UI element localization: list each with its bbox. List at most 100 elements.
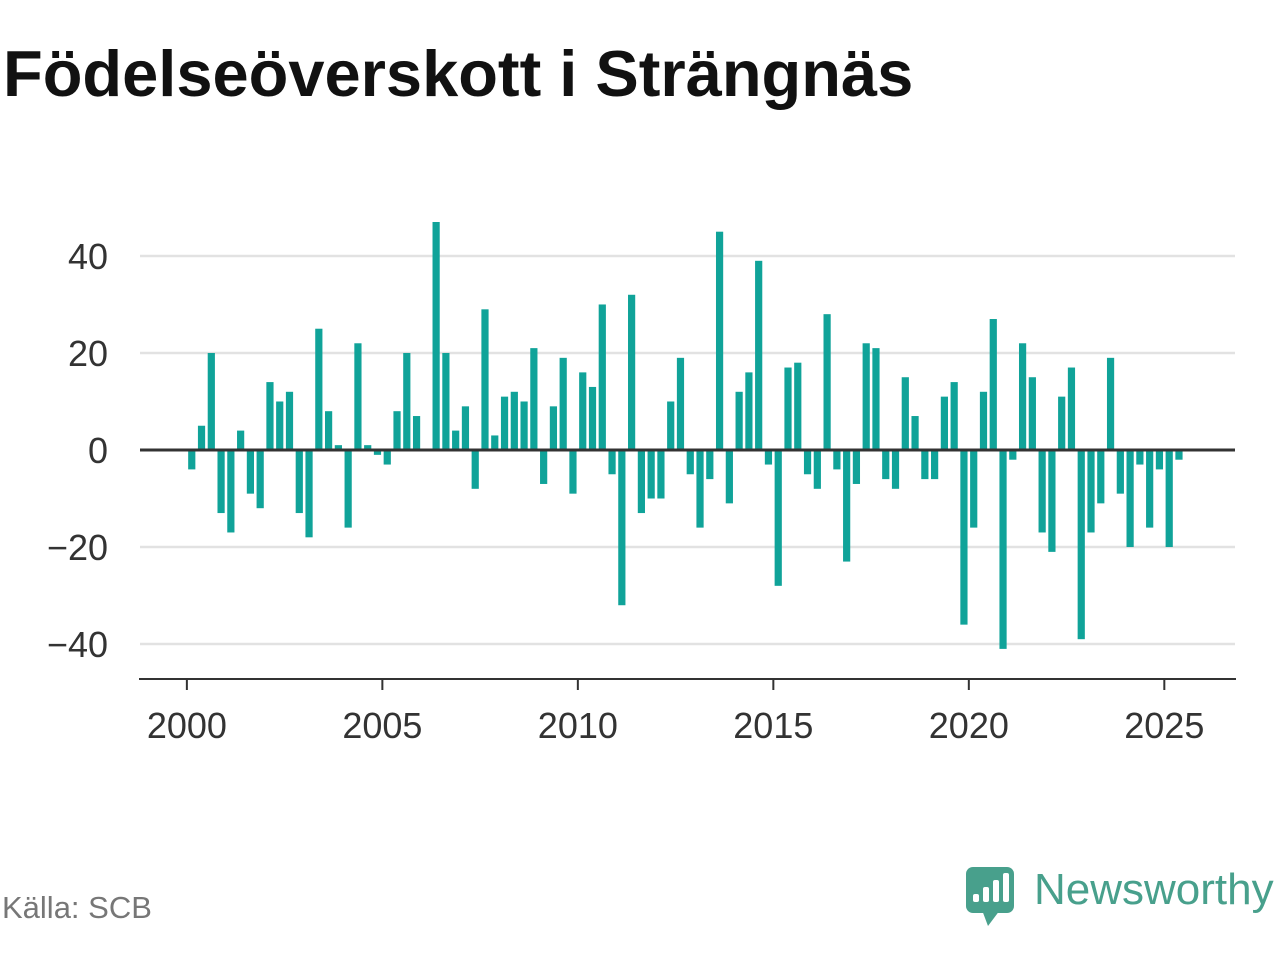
logo-bar: [993, 880, 999, 902]
y-axis: 40 20 0 −20 −40: [47, 236, 108, 665]
bar-2008-10-01: [530, 348, 538, 450]
bar-2018-07-01: [911, 416, 919, 450]
bar-2018-10-01: [921, 450, 929, 480]
bar-2014-07-01: [755, 260, 763, 450]
bar-2023-07-01: [1106, 357, 1115, 450]
bar-2000-01-01: [188, 450, 196, 470]
bar-2024-10-01: [1155, 450, 1164, 470]
x-tick-label: 2010: [538, 705, 618, 746]
bar-2017-01-01: [852, 450, 861, 484]
logo-bubble-tail: [982, 910, 1000, 926]
bars: [188, 222, 1183, 649]
bar-2019-01-01: [931, 450, 939, 480]
bar-2007-07-01: [481, 309, 489, 450]
bar-2010-01-01: [579, 372, 587, 450]
bar-2004-07-01: [364, 445, 372, 450]
bar-2016-01-01: [813, 450, 821, 489]
bar-2002-01-01: [266, 382, 274, 450]
bar-2002-10-01: [295, 450, 303, 514]
x-tick-label: 2020: [929, 705, 1009, 746]
bar-2004-04-01: [354, 343, 362, 450]
bar-2018-01-01: [891, 450, 900, 489]
bar-2021-01-01: [1009, 450, 1017, 460]
bar-2003-01-01: [305, 450, 313, 538]
bar-2009-01-01: [540, 450, 548, 484]
source-label: Källa: SCB: [2, 890, 152, 925]
bar-2010-04-01: [588, 386, 597, 450]
bar-2002-07-01: [285, 391, 294, 450]
bar-2017-04-01: [862, 343, 870, 450]
bar-2020-10-01: [999, 450, 1007, 649]
bar-2013-04-01: [706, 450, 714, 480]
x-tick-label: 2025: [1124, 705, 1204, 746]
bar-2001-07-01: [246, 450, 255, 494]
logo-bar: [983, 887, 989, 902]
bar-2008-01-01: [500, 396, 509, 450]
bar-2011-04-01: [628, 294, 636, 450]
bar-2020-01-01: [970, 450, 978, 528]
bar-2024-07-01: [1146, 450, 1154, 528]
bar-2001-01-01: [227, 450, 235, 533]
bar-2003-04-01: [315, 328, 323, 450]
bar-2021-07-01: [1028, 377, 1036, 450]
bar-2005-10-01: [412, 416, 421, 450]
y-tick-label: −20: [47, 527, 108, 568]
logo-bar: [973, 894, 979, 902]
bar-2007-04-01: [471, 450, 479, 489]
bar-2022-10-01: [1077, 450, 1085, 640]
bar-2017-10-01: [882, 450, 890, 480]
y-tick-label: 20: [68, 333, 108, 374]
bar-2022-01-01: [1048, 450, 1056, 552]
bar-2006-04-01: [432, 222, 440, 450]
bar-2018-04-01: [901, 377, 909, 450]
bar-2024-01-01: [1126, 450, 1134, 548]
x-tick-label: 2005: [342, 705, 422, 746]
x-tick-label: 2000: [147, 705, 227, 746]
bar-2024-04-01: [1136, 450, 1144, 465]
bar-2001-10-01: [256, 450, 264, 509]
newsworthy-logo-text: Newsworthy: [1034, 865, 1274, 914]
bar-2012-01-01: [657, 450, 665, 499]
bar-2015-10-01: [803, 450, 812, 475]
bar-2020-04-01: [979, 391, 988, 450]
newsworthy-logo-icon: [966, 867, 1014, 926]
bar-2010-10-01: [608, 450, 616, 475]
bar-2014-04-01: [745, 372, 753, 450]
bar-2019-04-01: [940, 396, 948, 450]
bar-2016-10-01: [843, 450, 851, 562]
bar-2021-04-01: [1018, 343, 1027, 450]
bar-2017-07-01: [872, 348, 880, 450]
bar-2015-01-01: [774, 450, 782, 586]
bar-2000-04-01: [197, 425, 206, 450]
bar-2009-10-01: [569, 450, 577, 494]
bar-2012-07-01: [676, 357, 685, 450]
bar-2015-04-01: [784, 367, 792, 450]
bar-2019-07-01: [950, 382, 958, 450]
bar-2011-10-01: [647, 450, 655, 499]
bar-2009-07-01: [559, 357, 567, 450]
logo-bar: [1003, 873, 1009, 902]
bar-2014-10-01: [764, 450, 773, 465]
bar-2005-04-01: [393, 411, 401, 450]
bar-2006-07-01: [442, 352, 450, 450]
y-tick-label: 40: [68, 236, 108, 277]
bar-2023-10-01: [1116, 450, 1124, 494]
bar-2005-01-01: [383, 450, 391, 465]
bar-2013-01-01: [696, 450, 704, 528]
bar-2007-10-01: [491, 435, 499, 450]
bar-2000-10-01: [217, 450, 225, 514]
bar-2003-07-01: [325, 411, 333, 450]
bar-2023-04-01: [1097, 450, 1105, 504]
bar-2022-04-01: [1058, 396, 1066, 450]
bar-2022-07-01: [1067, 367, 1076, 450]
x-axis: 2000 2005 2010 2015 2020 2025: [147, 679, 1204, 746]
y-tick-label: 0: [88, 430, 108, 471]
bar-2013-07-01: [715, 231, 724, 450]
bar-2019-10-01: [960, 450, 968, 625]
bar-2005-07-01: [403, 352, 411, 450]
newsworthy-logo: Newsworthy: [966, 865, 1274, 926]
bar-2008-07-01: [520, 401, 528, 450]
bar-2016-07-01: [833, 450, 841, 470]
bar-2010-07-01: [598, 304, 606, 450]
bar-2009-04-01: [549, 406, 558, 450]
